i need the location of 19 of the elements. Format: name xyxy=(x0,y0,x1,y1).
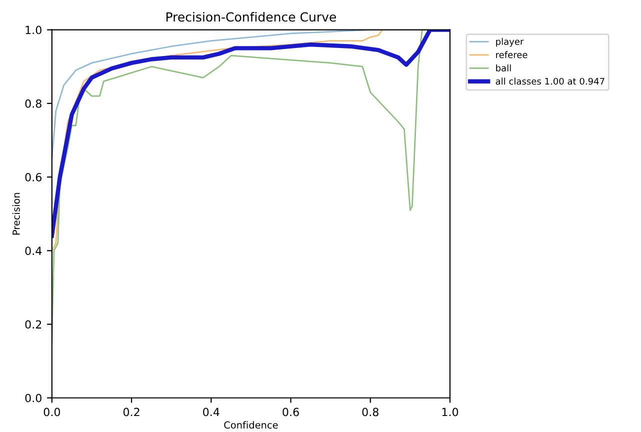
x-tick-label: 0.8 xyxy=(362,408,378,416)
x-tick-label: 0.0 xyxy=(44,408,60,416)
x-tick-label: 0.4 xyxy=(203,408,220,416)
x-axis-title: Confidence xyxy=(224,421,278,429)
legend-label: ball xyxy=(496,64,511,72)
x-tick-label: 0.6 xyxy=(282,408,299,416)
legend-label: all classes 1.00 at 0.947 xyxy=(496,78,604,85)
y-tick-label: 0.6 xyxy=(25,173,42,182)
x-tick-label: 0.2 xyxy=(123,408,140,416)
y-tick-label: 0.0 xyxy=(25,394,42,402)
y-tick-label: 0.2 xyxy=(25,320,42,329)
y-axis-title: Precision xyxy=(12,192,20,235)
y-tick-label: 0.4 xyxy=(25,246,42,256)
y-tick-label: 0.8 xyxy=(25,99,42,108)
y-tick-label: 1.0 xyxy=(26,26,42,34)
legend-label: player xyxy=(496,38,524,47)
x-tick-label: 1.0 xyxy=(442,408,458,416)
chart-title: Precision-Confidence Curve xyxy=(166,12,336,22)
legend-label: referee xyxy=(496,51,528,58)
